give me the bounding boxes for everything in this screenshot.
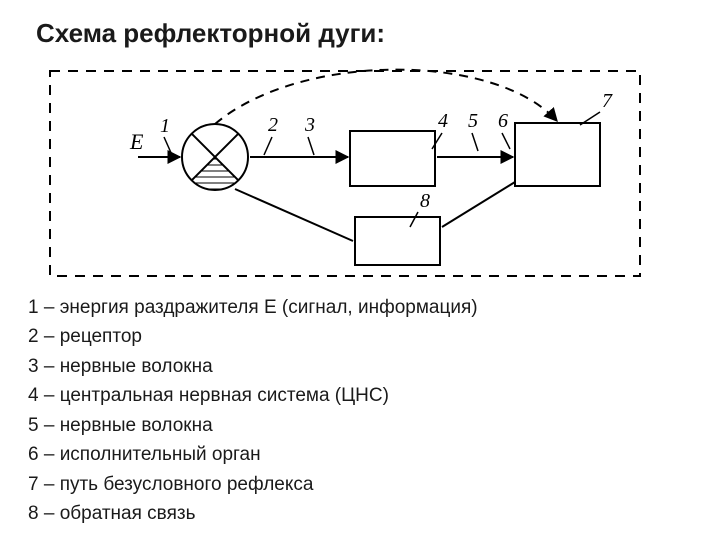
cns-node (350, 131, 435, 186)
feedback-node (355, 217, 440, 265)
legend-item: 8 – обратная связь (28, 499, 720, 528)
callout-number: 7 (602, 90, 613, 112)
legend-item: 3 – нервные волокна (28, 352, 720, 381)
callout-number: 5 (468, 110, 478, 132)
callout-leader (502, 133, 510, 149)
callout-number: 1 (160, 115, 170, 137)
callout-number: 8 (420, 190, 430, 212)
callout-number: 6 (498, 110, 508, 132)
callout-leader (308, 137, 314, 155)
stimulus-label: E (129, 129, 144, 154)
legend-item: 5 – нервные волокна (28, 411, 720, 440)
callout-number: 3 (304, 114, 315, 136)
legend-item: 7 – путь безусловного рефлекса (28, 470, 720, 499)
effector-node (515, 123, 600, 186)
legend-item: 2 – рецептор (28, 322, 720, 351)
callout-number: 4 (438, 110, 448, 132)
callout-leader (264, 137, 272, 155)
page-title: Схема рефлекторной дуги: (36, 18, 720, 49)
reflex-arc-diagram: E1 2 3 456 7 8 (40, 57, 650, 287)
callout-number: 2 (268, 114, 278, 136)
legend-list: 1 – энергия раздражителя Е (сигнал, инфо… (28, 293, 720, 529)
legend-item: 4 – центральная нервная система (ЦНС) (28, 381, 720, 410)
callout-leader (472, 133, 478, 151)
legend-item: 1 – энергия раздражителя Е (сигнал, инфо… (28, 293, 720, 322)
legend-item: 6 – исполнительный орган (28, 440, 720, 469)
callout-leader (164, 137, 172, 155)
